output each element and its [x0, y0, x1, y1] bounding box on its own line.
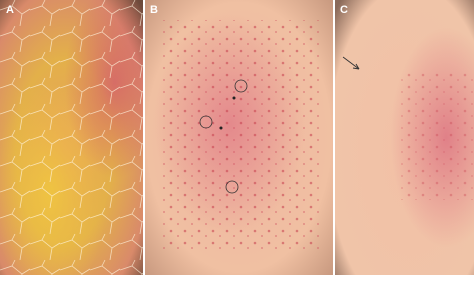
image-texture — [160, 20, 320, 250]
panel-label: C — [340, 4, 348, 16]
panel-label: A — [6, 4, 14, 16]
image-texture — [0, 0, 143, 275]
marker-dot — [232, 96, 236, 100]
panel-label: B — [150, 4, 158, 16]
arrow — [342, 56, 360, 70]
marker-circle — [199, 115, 213, 129]
arrow-head — [352, 63, 360, 70]
marker-circle — [234, 79, 248, 93]
marker-dot — [219, 126, 223, 130]
panel-a: A — [0, 0, 143, 275]
panel-c: C — [335, 0, 474, 275]
image-texture — [400, 70, 474, 200]
panel-b: B — [145, 0, 333, 275]
marker-circle — [225, 180, 239, 194]
